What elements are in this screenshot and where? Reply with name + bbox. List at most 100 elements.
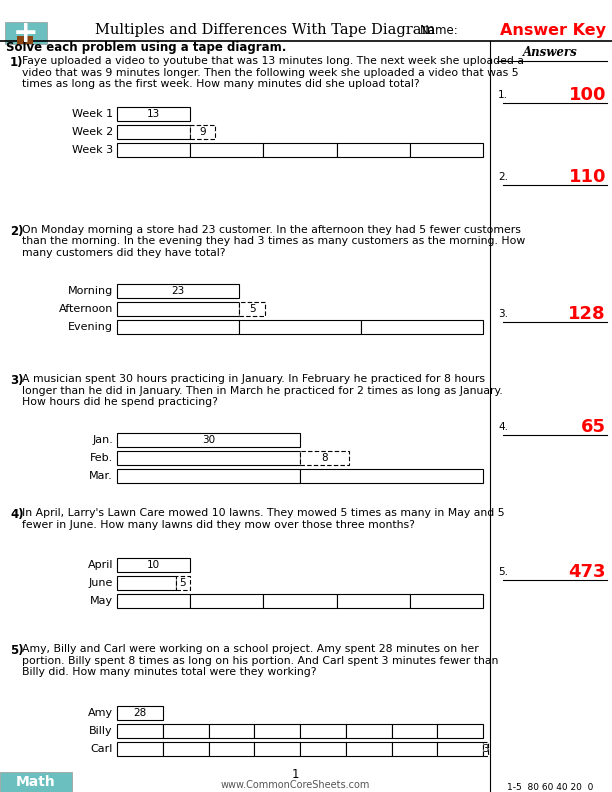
Text: 2): 2) xyxy=(10,225,23,238)
Text: 5: 5 xyxy=(179,578,186,588)
Bar xyxy=(254,742,300,756)
Bar xyxy=(263,143,337,157)
Text: Answer Key: Answer Key xyxy=(500,22,606,37)
Bar xyxy=(300,724,346,738)
Bar xyxy=(392,724,437,738)
Bar xyxy=(209,724,254,738)
Text: April: April xyxy=(88,560,113,570)
Text: 23: 23 xyxy=(171,286,185,296)
Text: Solve each problem using a tape diagram.: Solve each problem using a tape diagram. xyxy=(6,41,286,55)
Text: Afternoon: Afternoon xyxy=(59,304,113,314)
Bar xyxy=(117,433,300,447)
Bar xyxy=(254,724,300,738)
Text: Multiples and Differences With Tape Diagram: Multiples and Differences With Tape Diag… xyxy=(95,23,435,37)
Bar xyxy=(209,742,254,756)
Text: 65: 65 xyxy=(581,418,606,436)
Text: 10: 10 xyxy=(147,560,160,570)
Bar xyxy=(263,594,337,608)
Text: How hours did he spend practicing?: How hours did he spend practicing? xyxy=(22,397,218,407)
Bar xyxy=(117,320,239,334)
Bar xyxy=(117,706,163,720)
Text: Week 3: Week 3 xyxy=(72,145,113,155)
Text: 9: 9 xyxy=(199,127,206,137)
Text: Feb.: Feb. xyxy=(90,453,113,463)
Bar xyxy=(117,125,190,139)
Bar xyxy=(437,742,483,756)
Text: video that was 9 minutes longer. Then the following week she uploaded a video th: video that was 9 minutes longer. Then th… xyxy=(22,67,518,78)
Text: portion. Billy spent 8 times as long on his portion. And Carl spent 3 minutes fe: portion. Billy spent 8 times as long on … xyxy=(22,656,498,665)
Text: In April, Larry's Lawn Care mowed 10 lawns. They mowed 5 times as many in May an: In April, Larry's Lawn Care mowed 10 law… xyxy=(22,508,505,518)
Text: 3.: 3. xyxy=(498,309,508,319)
Bar xyxy=(190,143,263,157)
Text: 110: 110 xyxy=(569,168,606,186)
Bar xyxy=(17,36,33,44)
Text: Name:: Name: xyxy=(420,24,459,36)
Bar xyxy=(117,724,163,738)
Bar xyxy=(337,594,410,608)
Text: 1: 1 xyxy=(291,767,299,780)
Bar xyxy=(163,724,209,738)
Text: 100: 100 xyxy=(569,86,606,104)
Bar xyxy=(117,143,190,157)
Bar xyxy=(117,576,176,590)
Bar xyxy=(117,302,239,316)
Text: Carl: Carl xyxy=(91,744,113,754)
Text: 3: 3 xyxy=(482,744,489,754)
Text: Evening: Evening xyxy=(68,322,113,332)
Bar xyxy=(5,22,47,44)
Bar xyxy=(300,742,346,756)
Bar xyxy=(0,772,72,792)
Text: Amy, Billy and Carl were working on a school project. Amy spent 28 minutes on he: Amy, Billy and Carl were working on a sc… xyxy=(22,644,479,654)
Bar xyxy=(117,742,163,756)
Text: Answers: Answers xyxy=(523,47,577,59)
Text: longer than he did in January. Then in March he practiced for 2 times as long as: longer than he did in January. Then in M… xyxy=(22,386,502,395)
Text: 128: 128 xyxy=(569,305,606,323)
Text: May: May xyxy=(90,596,113,606)
Text: than the morning. In the evening they had 3 times as many customers as the morni: than the morning. In the evening they ha… xyxy=(22,237,525,246)
Text: Week 2: Week 2 xyxy=(72,127,113,137)
Text: 473: 473 xyxy=(569,563,606,581)
Text: A musician spent 30 hours practicing in January. In February he practiced for 8 : A musician spent 30 hours practicing in … xyxy=(22,374,485,384)
Text: many customers did they have total?: many customers did they have total? xyxy=(22,248,225,258)
Text: 8: 8 xyxy=(321,453,328,463)
Bar xyxy=(300,451,349,465)
Text: Billy did. How many minutes total were they working?: Billy did. How many minutes total were t… xyxy=(22,667,316,677)
Text: 5.: 5. xyxy=(498,567,508,577)
Text: June: June xyxy=(89,578,113,588)
Text: Math: Math xyxy=(16,775,56,789)
Text: Mar.: Mar. xyxy=(89,471,113,481)
Text: Week 1: Week 1 xyxy=(72,109,113,119)
Text: 28: 28 xyxy=(133,708,146,718)
Text: 30: 30 xyxy=(202,435,215,445)
Bar xyxy=(392,742,437,756)
Text: fewer in June. How many lawns did they mow over those three months?: fewer in June. How many lawns did they m… xyxy=(22,520,415,530)
Bar xyxy=(117,284,239,298)
Bar xyxy=(437,724,483,738)
Bar xyxy=(346,724,392,738)
Bar xyxy=(239,302,266,316)
Bar xyxy=(346,742,392,756)
Bar xyxy=(300,469,483,483)
Bar xyxy=(239,320,361,334)
Bar xyxy=(117,451,300,465)
Text: Morning: Morning xyxy=(68,286,113,296)
Text: On Monday morning a store had 23 customer. In the afternoon they had 5 fewer cus: On Monday morning a store had 23 custome… xyxy=(22,225,521,235)
Text: Faye uploaded a video to youtube that was 13 minutes long. The next week she upl: Faye uploaded a video to youtube that wa… xyxy=(22,56,524,66)
Text: Billy: Billy xyxy=(89,726,113,736)
Text: 3): 3) xyxy=(10,374,23,387)
Text: 5): 5) xyxy=(10,644,24,657)
Bar xyxy=(176,576,190,590)
Text: 1-5  80 60 40 20  0: 1-5 80 60 40 20 0 xyxy=(507,782,593,791)
Text: 2.: 2. xyxy=(498,172,508,182)
Bar xyxy=(410,594,483,608)
Bar xyxy=(190,594,263,608)
Text: 5: 5 xyxy=(249,304,256,314)
Bar xyxy=(410,143,483,157)
Bar xyxy=(117,558,190,572)
Bar xyxy=(337,143,410,157)
Bar xyxy=(190,125,215,139)
Text: Amy: Amy xyxy=(88,708,113,718)
Bar xyxy=(163,742,209,756)
Text: Jan.: Jan. xyxy=(92,435,113,445)
Text: +: + xyxy=(13,18,39,48)
